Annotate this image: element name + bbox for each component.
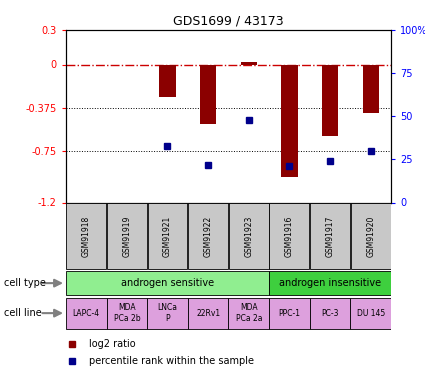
FancyBboxPatch shape bbox=[269, 298, 310, 328]
FancyBboxPatch shape bbox=[229, 203, 269, 269]
Text: GSM91918: GSM91918 bbox=[82, 216, 91, 257]
Text: cell type: cell type bbox=[4, 278, 46, 288]
FancyBboxPatch shape bbox=[269, 271, 391, 295]
Text: percentile rank within the sample: percentile rank within the sample bbox=[89, 356, 254, 366]
FancyBboxPatch shape bbox=[310, 298, 350, 328]
Text: GSM91922: GSM91922 bbox=[204, 216, 212, 257]
FancyBboxPatch shape bbox=[229, 298, 269, 328]
Title: GDS1699 / 43173: GDS1699 / 43173 bbox=[173, 15, 284, 27]
Bar bbox=[159, 64, 176, 97]
Text: GSM91916: GSM91916 bbox=[285, 216, 294, 257]
FancyBboxPatch shape bbox=[66, 203, 106, 269]
FancyBboxPatch shape bbox=[310, 203, 350, 269]
Text: cell line: cell line bbox=[4, 308, 42, 318]
Text: LNCa
P: LNCa P bbox=[158, 303, 178, 323]
Bar bbox=[281, 64, 298, 177]
Text: androgen insensitive: androgen insensitive bbox=[279, 278, 381, 288]
FancyBboxPatch shape bbox=[147, 203, 187, 269]
FancyBboxPatch shape bbox=[351, 203, 391, 269]
Text: MDA
PCa 2b: MDA PCa 2b bbox=[113, 303, 140, 323]
Text: GSM91920: GSM91920 bbox=[366, 216, 375, 257]
Bar bbox=[363, 64, 379, 113]
FancyBboxPatch shape bbox=[269, 203, 309, 269]
FancyBboxPatch shape bbox=[188, 298, 229, 328]
FancyBboxPatch shape bbox=[147, 298, 188, 328]
Text: GSM91923: GSM91923 bbox=[244, 216, 253, 257]
Text: PC-3: PC-3 bbox=[321, 309, 339, 318]
FancyBboxPatch shape bbox=[188, 203, 228, 269]
Bar bbox=[322, 64, 338, 136]
FancyBboxPatch shape bbox=[107, 203, 147, 269]
Text: androgen sensitive: androgen sensitive bbox=[121, 278, 214, 288]
FancyBboxPatch shape bbox=[350, 298, 391, 328]
Bar bbox=[200, 64, 216, 124]
Text: PPC-1: PPC-1 bbox=[278, 309, 300, 318]
Text: DU 145: DU 145 bbox=[357, 309, 385, 318]
FancyBboxPatch shape bbox=[66, 298, 107, 328]
Text: LAPC-4: LAPC-4 bbox=[73, 309, 100, 318]
FancyBboxPatch shape bbox=[66, 271, 269, 295]
Text: log2 ratio: log2 ratio bbox=[89, 339, 135, 349]
FancyBboxPatch shape bbox=[107, 298, 147, 328]
Text: GSM91919: GSM91919 bbox=[122, 216, 131, 257]
Text: 22Rv1: 22Rv1 bbox=[196, 309, 220, 318]
Bar bbox=[241, 62, 257, 64]
Text: MDA
PCa 2a: MDA PCa 2a bbox=[235, 303, 262, 323]
Text: GSM91917: GSM91917 bbox=[326, 216, 334, 257]
Text: GSM91921: GSM91921 bbox=[163, 216, 172, 257]
